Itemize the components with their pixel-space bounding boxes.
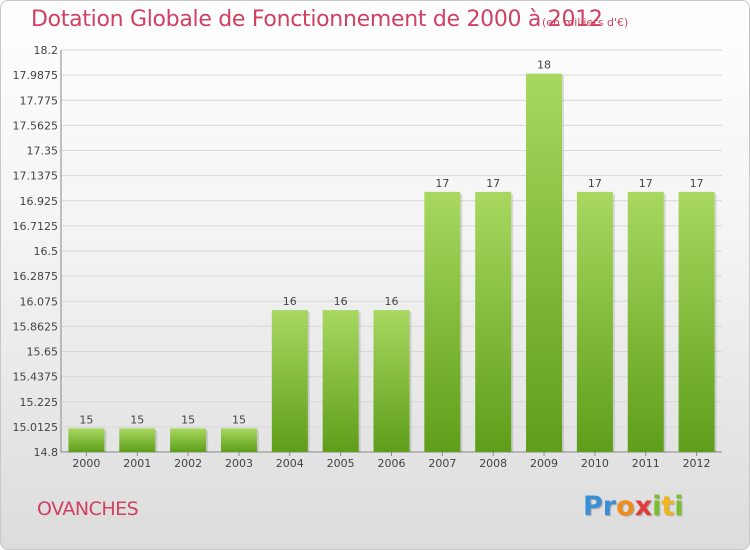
- bar: [475, 191, 512, 452]
- y-tick-label: 16.925: [20, 195, 59, 208]
- x-tick-label: 2002: [174, 457, 202, 470]
- y-tick-label: 17.9875: [13, 69, 59, 82]
- y-tick-label: 18.2: [34, 44, 59, 57]
- chart-title: Dotation Globale de Fonctionnement de 20…: [31, 7, 603, 32]
- data-label: 15: [181, 413, 195, 426]
- y-tick-label: 15.8625: [13, 320, 59, 333]
- bar: [424, 191, 461, 452]
- y-tick-label: 17.5625: [13, 119, 59, 132]
- data-label: 16: [334, 295, 348, 308]
- chart-subtitle: (en milliers d'€): [542, 16, 629, 29]
- data-label: 15: [130, 413, 144, 426]
- x-tick-label: 2001: [123, 457, 151, 470]
- bar: [526, 73, 563, 452]
- y-tick-label: 17.1375: [13, 170, 59, 183]
- data-label: 17: [486, 177, 500, 190]
- data-label: 17: [588, 177, 602, 190]
- x-tick-label: 2010: [581, 457, 609, 470]
- y-tick-label: 16.2875: [13, 270, 59, 283]
- y-tick-label: 15.4375: [13, 371, 59, 384]
- x-tick-label: 2004: [276, 457, 304, 470]
- bar: [576, 191, 613, 452]
- data-label: 15: [79, 413, 93, 426]
- x-tick-label: 2009: [530, 457, 558, 470]
- x-tick-label: 2008: [479, 457, 507, 470]
- y-tick-label: 15.65: [27, 346, 59, 359]
- bar: [119, 428, 156, 452]
- data-label: 16: [385, 295, 399, 308]
- y-tick-label: 15.0125: [13, 421, 59, 434]
- bar: [68, 428, 105, 452]
- bar: [373, 310, 410, 452]
- x-tick-label: 2005: [327, 457, 355, 470]
- x-tick-label: 2003: [225, 457, 253, 470]
- x-tick-label: 2000: [72, 457, 100, 470]
- bars: [68, 73, 717, 452]
- bar: [220, 428, 257, 452]
- commune-name: OVANCHES: [37, 498, 139, 520]
- proxiti-logo: Proxiti: [583, 491, 684, 522]
- y-tick-label: 17.775: [20, 94, 59, 107]
- data-label: 16: [283, 295, 297, 308]
- bar: [170, 428, 207, 452]
- data-label: 17: [690, 177, 704, 190]
- labels: 2000 15 2001 15 2002 15 2003 15 2004 16 2005 16 2006…: [72, 59, 710, 470]
- y-tick-label: 15.225: [20, 396, 59, 409]
- x-tick-label: 2012: [683, 457, 711, 470]
- x-tick-label: 2006: [378, 457, 406, 470]
- y-tick-label: 16.7125: [13, 220, 59, 233]
- y-tick-label: 16.075: [20, 295, 59, 308]
- data-label: 17: [435, 177, 449, 190]
- bar: [627, 191, 664, 452]
- data-label: 18: [537, 59, 551, 72]
- y-tick-label: 16.5: [34, 245, 59, 258]
- y-tick-label: 17.35: [27, 145, 59, 158]
- axes: 14.8 15.0125 15.225 15.4375 15.65 15.8625 16.0…: [13, 44, 722, 459]
- x-tick-label: 2011: [632, 457, 660, 470]
- data-label: 17: [639, 177, 653, 190]
- y-tick-label: 14.8: [34, 446, 59, 459]
- data-label: 15: [232, 413, 246, 426]
- bar: [322, 310, 359, 452]
- x-tick-label: 2007: [428, 457, 456, 470]
- bar: [678, 191, 715, 452]
- bar: [271, 310, 308, 452]
